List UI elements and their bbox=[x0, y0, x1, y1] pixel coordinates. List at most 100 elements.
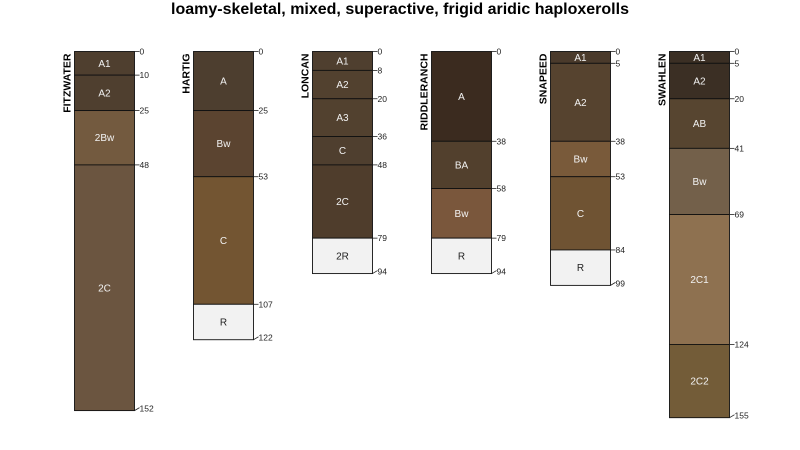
depth-label: 0 bbox=[497, 47, 502, 57]
profile-name: SNAPEED bbox=[538, 53, 550, 104]
horizon-label: Bw bbox=[693, 177, 708, 188]
profile-name: RIDDLERANCH bbox=[419, 54, 431, 131]
depth-label: 79 bbox=[378, 233, 388, 243]
horizon-bw bbox=[193, 110, 254, 178]
depth-tick bbox=[491, 270, 497, 274]
horizon-ba bbox=[431, 140, 492, 189]
horizon-a bbox=[431, 51, 492, 142]
horizon-label: R bbox=[220, 318, 227, 329]
depth-label: 0 bbox=[378, 47, 383, 57]
depth-label: 25 bbox=[140, 106, 150, 116]
depth-label: 36 bbox=[378, 132, 388, 142]
depth-label: 53 bbox=[259, 172, 269, 182]
horizon-a bbox=[193, 51, 254, 112]
depth-label: 38 bbox=[616, 136, 626, 146]
profile-swahlen: A1 A2 AB Bw 2C1 2C2 05 20 41 69 124 155 SWAHLEN bbox=[657, 47, 749, 421]
horizon-label: A1 bbox=[336, 56, 349, 67]
depth-label: 25 bbox=[259, 106, 269, 116]
depth-label: 48 bbox=[140, 160, 150, 170]
horizon-r bbox=[550, 249, 611, 286]
profile-riddleranch: A BA Bw R 0 38 58 79 94 RIDDLERANCH bbox=[419, 47, 507, 277]
depth-label: 20 bbox=[735, 94, 745, 104]
depth-label: 0 bbox=[259, 47, 264, 57]
horizon-label: A1 bbox=[574, 53, 587, 64]
horizon-label: Bw bbox=[217, 139, 232, 150]
depth-label: 0 bbox=[616, 47, 621, 57]
depth-label: 0 bbox=[140, 47, 145, 57]
depth-label: 38 bbox=[497, 136, 507, 146]
horizon-bw bbox=[431, 188, 492, 239]
horizon-label: A1 bbox=[693, 53, 706, 64]
profile-name: HARTIG bbox=[181, 54, 193, 94]
depth-label: 41 bbox=[735, 143, 745, 153]
depth-tick bbox=[372, 270, 378, 274]
horizon-c bbox=[193, 176, 254, 305]
horizon-label: A1 bbox=[98, 59, 111, 70]
depth-tick bbox=[729, 414, 735, 419]
horizon-label: AB bbox=[693, 119, 707, 130]
horizon-label: 2C2 bbox=[690, 377, 709, 388]
depth-label: 10 bbox=[140, 70, 150, 80]
depth-label: 0 bbox=[735, 47, 740, 57]
profile-name: LONCAN bbox=[300, 54, 312, 99]
depth-label: 48 bbox=[378, 160, 388, 170]
horizon-label: C bbox=[220, 236, 227, 247]
horizon-a2 bbox=[550, 62, 611, 142]
depth-label: 107 bbox=[259, 299, 273, 309]
horizon-label: 2C bbox=[98, 283, 111, 294]
horizon-c bbox=[312, 136, 373, 166]
depth-tick bbox=[134, 407, 140, 411]
horizon-2r bbox=[312, 237, 373, 275]
horizon-r bbox=[431, 237, 492, 275]
horizon-2c2 bbox=[669, 344, 730, 419]
horizon-a2 bbox=[74, 74, 135, 112]
profile-loncan: A1 A2 A3 C 2C 2R 0 8 20 36 48 79 94 LONCAN bbox=[300, 47, 388, 277]
horizon-2c bbox=[74, 164, 135, 412]
horizon-label: A3 bbox=[336, 113, 349, 124]
profile-fitzwater: A1 A2 2Bw 2C 0 10 25 48 152 FITZWATER bbox=[62, 47, 154, 414]
depth-label: 53 bbox=[616, 172, 626, 182]
depth-label: 69 bbox=[735, 210, 745, 220]
depth-label: 122 bbox=[259, 333, 273, 343]
depth-label: 5 bbox=[616, 58, 621, 68]
horizon-label: R bbox=[458, 251, 465, 262]
horizon-label: BA bbox=[455, 160, 469, 171]
horizon-r bbox=[193, 303, 254, 341]
depth-label: 84 bbox=[616, 245, 626, 255]
horizon-label: A bbox=[458, 92, 465, 103]
horizon-2c1 bbox=[669, 214, 730, 345]
horizon-label: A2 bbox=[693, 77, 706, 88]
horizon-label: A2 bbox=[336, 80, 349, 91]
horizon-label: 2Bw bbox=[95, 133, 115, 144]
depth-label: 94 bbox=[378, 267, 388, 277]
depth-label: 152 bbox=[140, 404, 154, 414]
horizon-label: C bbox=[339, 146, 346, 157]
depth-label: 5 bbox=[735, 58, 740, 68]
depth-label: 99 bbox=[616, 278, 626, 288]
depth-label: 155 bbox=[735, 411, 749, 421]
horizon-label: Bw bbox=[574, 154, 589, 165]
horizon-label: R bbox=[577, 263, 584, 274]
depth-tick bbox=[253, 336, 259, 341]
chart-title: loamy-skeletal, mixed, superactive, frig… bbox=[171, 1, 629, 18]
horizon-c bbox=[550, 176, 611, 251]
profile-name: SWAHLEN bbox=[657, 54, 669, 107]
profile-name: FITZWATER bbox=[62, 53, 74, 113]
horizon-label: 2C bbox=[336, 197, 349, 208]
horizon-label: A2 bbox=[98, 88, 111, 99]
horizon-bw bbox=[550, 140, 611, 178]
horizon-label: 2C1 bbox=[690, 275, 709, 286]
horizon-a3 bbox=[312, 98, 373, 137]
horizon-a2 bbox=[669, 62, 730, 100]
profile-hartig: A Bw C R 0 25 53 107 122 HARTIG bbox=[181, 47, 273, 343]
horizon-ab bbox=[669, 98, 730, 149]
profile-snapeed: A1 A2 Bw C R 05 38 53 84 99 SNAPEED bbox=[538, 47, 626, 289]
depth-tick bbox=[610, 282, 616, 286]
horizon-label: C bbox=[577, 209, 584, 220]
horizon-label: 2R bbox=[336, 251, 349, 262]
depth-label: 58 bbox=[497, 184, 507, 194]
depth-label: 79 bbox=[497, 233, 507, 243]
horizon-2c bbox=[312, 164, 373, 239]
horizon-label: A2 bbox=[574, 98, 587, 109]
